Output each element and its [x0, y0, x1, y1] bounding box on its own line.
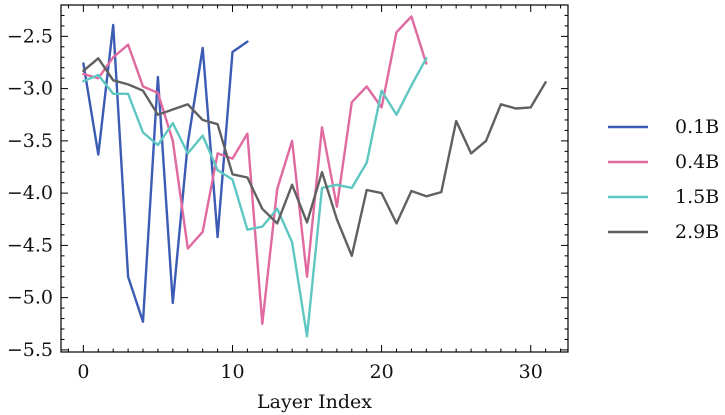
- x-tick-label: 0: [77, 361, 89, 383]
- series-lines: [82, 15, 547, 338]
- x-tick-label: 20: [370, 361, 394, 383]
- series-line-1.5B: [82, 57, 428, 338]
- series-line-0.1B: [82, 23, 249, 323]
- x-tick-labels: 0 10 20 30: [77, 361, 542, 383]
- y-tick-label: −2.5: [7, 25, 53, 47]
- y-tick-labels: −2.5 −3.0 −3.5 −4.0 −4.5 −5.0 −5.5: [7, 25, 53, 361]
- axis-ticks: [61, 4, 568, 352]
- x-tick-label: 30: [519, 361, 543, 383]
- legend-label-0.1B: 0.1B: [675, 116, 719, 138]
- legend-label-0.4B: 0.4B: [675, 151, 719, 173]
- legend-label-1.5B: 1.5B: [675, 186, 719, 208]
- legend: 0.1B 0.4B 1.5B 2.9B: [608, 116, 719, 243]
- y-tick-label: −5.5: [7, 339, 53, 361]
- x-axis-label: Layer Index: [257, 391, 372, 413]
- series-line-2.9B: [82, 57, 547, 258]
- y-tick-label: −5.0: [7, 287, 53, 309]
- x-tick-label: 10: [220, 361, 244, 383]
- y-tick-label: −3.0: [7, 78, 53, 100]
- y-tick-label: −3.5: [7, 130, 53, 152]
- y-tick-label: −4.0: [7, 182, 53, 204]
- plot-frame: [60, 4, 569, 353]
- series-line-0.4B: [82, 15, 428, 325]
- y-tick-label: −4.5: [7, 234, 53, 256]
- legend-label-2.9B: 2.9B: [675, 221, 719, 243]
